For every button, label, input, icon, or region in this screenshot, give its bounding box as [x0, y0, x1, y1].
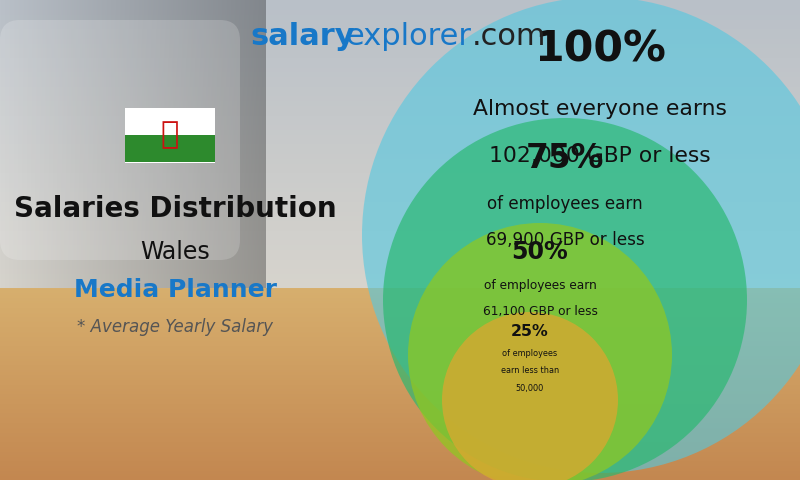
- Text: 102,000 GBP or less: 102,000 GBP or less: [489, 146, 711, 167]
- Text: of employees earn: of employees earn: [484, 278, 596, 291]
- Text: of employees: of employees: [502, 349, 558, 358]
- Text: earn less than: earn less than: [501, 366, 559, 375]
- Text: 61,100 GBP or less: 61,100 GBP or less: [482, 305, 598, 318]
- Text: explorer: explorer: [345, 22, 471, 51]
- Circle shape: [408, 223, 672, 480]
- Text: Salaries Distribution: Salaries Distribution: [14, 195, 336, 223]
- Text: Wales: Wales: [140, 240, 210, 264]
- Circle shape: [362, 0, 800, 473]
- Circle shape: [383, 118, 747, 480]
- Text: 🐉: 🐉: [161, 120, 179, 149]
- Bar: [125, 135, 215, 162]
- Text: * Average Yearly Salary: * Average Yearly Salary: [77, 318, 273, 336]
- Text: 50%: 50%: [512, 240, 568, 264]
- Text: 75%: 75%: [526, 142, 604, 175]
- Text: Media Planner: Media Planner: [74, 278, 277, 302]
- Text: .com: .com: [472, 22, 546, 51]
- Text: salary: salary: [250, 22, 354, 51]
- Text: 25%: 25%: [511, 324, 549, 339]
- Circle shape: [442, 312, 618, 480]
- Text: 69,900 GBP or less: 69,900 GBP or less: [486, 231, 644, 249]
- FancyBboxPatch shape: [0, 20, 240, 260]
- Text: Almost everyone earns: Almost everyone earns: [473, 99, 727, 119]
- Text: of employees earn: of employees earn: [487, 194, 643, 213]
- Text: 100%: 100%: [534, 28, 666, 71]
- Bar: [125, 108, 215, 163]
- Text: 50,000: 50,000: [516, 384, 544, 393]
